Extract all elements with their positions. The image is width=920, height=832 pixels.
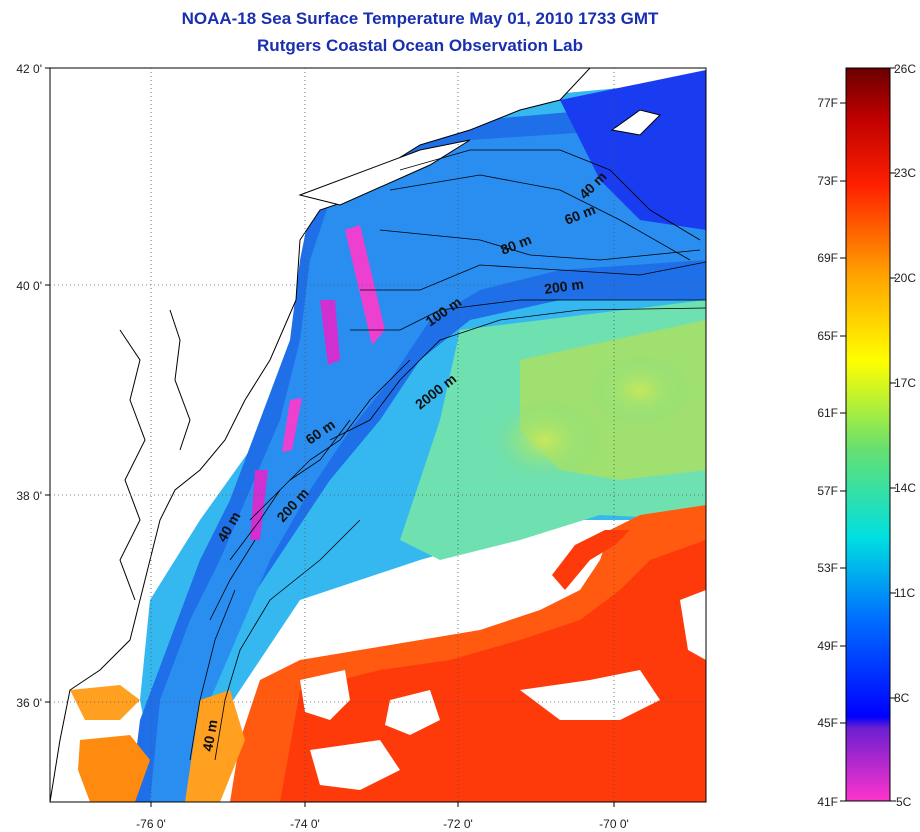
colorbar-ticks <box>840 67 896 802</box>
colorbar-f-label: 57F <box>817 484 838 498</box>
colorbar-c-label: 26C <box>894 62 916 76</box>
contour-label: 200 m <box>543 276 585 297</box>
lon-label-70: -70 0' <box>599 817 629 831</box>
colorbar-f-label: 69F <box>817 251 838 265</box>
colorbar-c-label: 17C <box>894 376 916 390</box>
contour-label: 40 m <box>199 718 220 752</box>
sst-field <box>50 68 706 802</box>
lat-label-38: 38 0' <box>16 489 42 503</box>
land-mass <box>50 68 591 802</box>
colorbar-c-label: 5C <box>896 795 912 809</box>
colorbar-f-label: 77F <box>817 96 838 110</box>
bathymetry-contours <box>189 149 706 761</box>
colorbar-c-label: 20C <box>894 271 916 285</box>
colorbar-f-label: 65F <box>817 329 838 343</box>
colorbar-f-label: 41F <box>817 795 838 809</box>
colorbar-c-label: 8C <box>894 691 910 705</box>
colorbar-c-label: 14C <box>894 481 916 495</box>
lat-label-40: 40 0' <box>16 279 42 293</box>
colorbar-f-label: 53F <box>817 561 838 575</box>
colorbar <box>845 67 891 802</box>
lon-label-72: -72 0' <box>443 817 473 831</box>
lon-label-76: -76 0' <box>136 817 166 831</box>
lat-label-36: 36 0' <box>16 696 42 710</box>
colorbar-c-label: 23C <box>894 166 916 180</box>
map-title: NOAA-18 Sea Surface Temperature May 01, … <box>181 9 659 28</box>
lat-label-42: 42 0' <box>16 62 42 76</box>
colorbar-f-label: 45F <box>817 716 838 730</box>
colorbar-f-label: 61F <box>817 406 838 420</box>
grid-lines <box>50 68 706 802</box>
lon-label-74: -74 0' <box>290 817 320 831</box>
map-subtitle: Rutgers Coastal Ocean Observation Lab <box>257 36 583 55</box>
colorbar-f-label: 49F <box>817 639 838 653</box>
colorbar-f-label: 73F <box>817 174 838 188</box>
long-island <box>298 139 471 206</box>
colorbar-c-label: 11C <box>894 586 915 600</box>
